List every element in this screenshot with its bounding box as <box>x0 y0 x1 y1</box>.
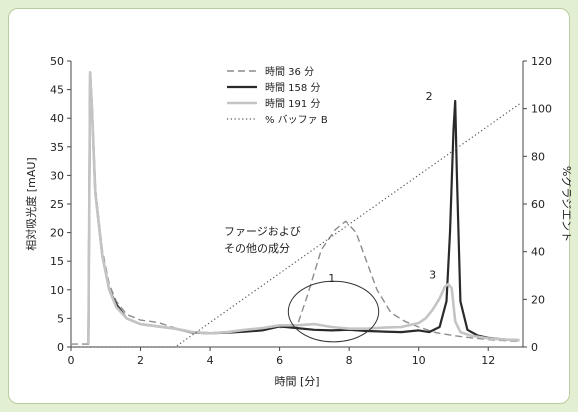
legend-label-0: 時間 36 分 <box>265 66 314 78</box>
y-tick-label: 40 <box>50 112 64 125</box>
series-line-1 <box>87 71 520 345</box>
y-tick-label: 35 <box>50 141 64 154</box>
legend-label-2: 時間 191 分 <box>265 98 320 110</box>
x-axis-label: 時間 [分] <box>274 375 319 388</box>
x-tick-label: 12 <box>481 354 495 367</box>
peak-1-ellipse <box>287 280 380 343</box>
x-tick-label: 10 <box>412 354 426 367</box>
y2-tick-label: 100 <box>531 103 552 116</box>
y2-tick-label: 80 <box>531 150 545 163</box>
series-line-2 <box>87 71 520 345</box>
annotation-3: 2 <box>426 90 433 103</box>
y-tick-label: 10 <box>50 284 64 297</box>
y-tick-label: 30 <box>50 169 64 182</box>
y2-tick-label: 60 <box>531 198 545 211</box>
y2-axis-label: %グラジエント <box>560 166 571 242</box>
y-tick-label: 50 <box>50 55 64 68</box>
series-line-3 <box>71 103 520 348</box>
y-tick-label: 45 <box>50 84 64 97</box>
y-tick-label: 15 <box>50 255 64 268</box>
chromatogram-chart: 0 2 4 6 8 10 120510152025303540455002040608010… <box>24 55 571 388</box>
legend: 時間 36 分時間 158 分時間 191 分 % バッファ B <box>227 66 328 126</box>
x-tick-label: 8 <box>346 354 353 367</box>
y-tick-label: 0 <box>57 341 64 354</box>
annotation-4: 3 <box>429 268 436 281</box>
x-tick-label: 4 <box>207 354 214 367</box>
chart-panel: 0 2 4 6 8 10 12 0 5 10 15 20 25 30 35 40 45 50 0 20 40 60 80 10… <box>8 8 571 404</box>
annotation-2: 1 <box>328 272 335 285</box>
y2-tick-label: 40 <box>531 246 545 259</box>
y-tick-label: 20 <box>50 227 64 240</box>
x-tick-label: 6 <box>276 354 283 367</box>
y2-tick-label: 120 <box>531 55 552 68</box>
x-tick-label: 0 <box>68 354 75 367</box>
y-tick-label: 5 <box>57 312 64 325</box>
y2-tick-label: 0 <box>531 341 538 354</box>
annotation-0: ファージおよび <box>224 225 301 238</box>
x-tick-label: 2 <box>137 354 144 367</box>
axes: 0 2 4 6 8 10 120510152025303540455002040608010… <box>50 55 552 367</box>
annotation-1: その他の成分 <box>224 242 290 255</box>
legend-label-1: 時間 158 分 <box>265 82 320 94</box>
plot-area <box>71 71 520 348</box>
legend-label-3: % バッファ B <box>265 114 328 126</box>
y-axis-label: 相対吸光度 [mAU] <box>24 157 38 250</box>
y2-tick-label: 20 <box>531 293 545 306</box>
y-tick-label: 25 <box>50 198 64 211</box>
